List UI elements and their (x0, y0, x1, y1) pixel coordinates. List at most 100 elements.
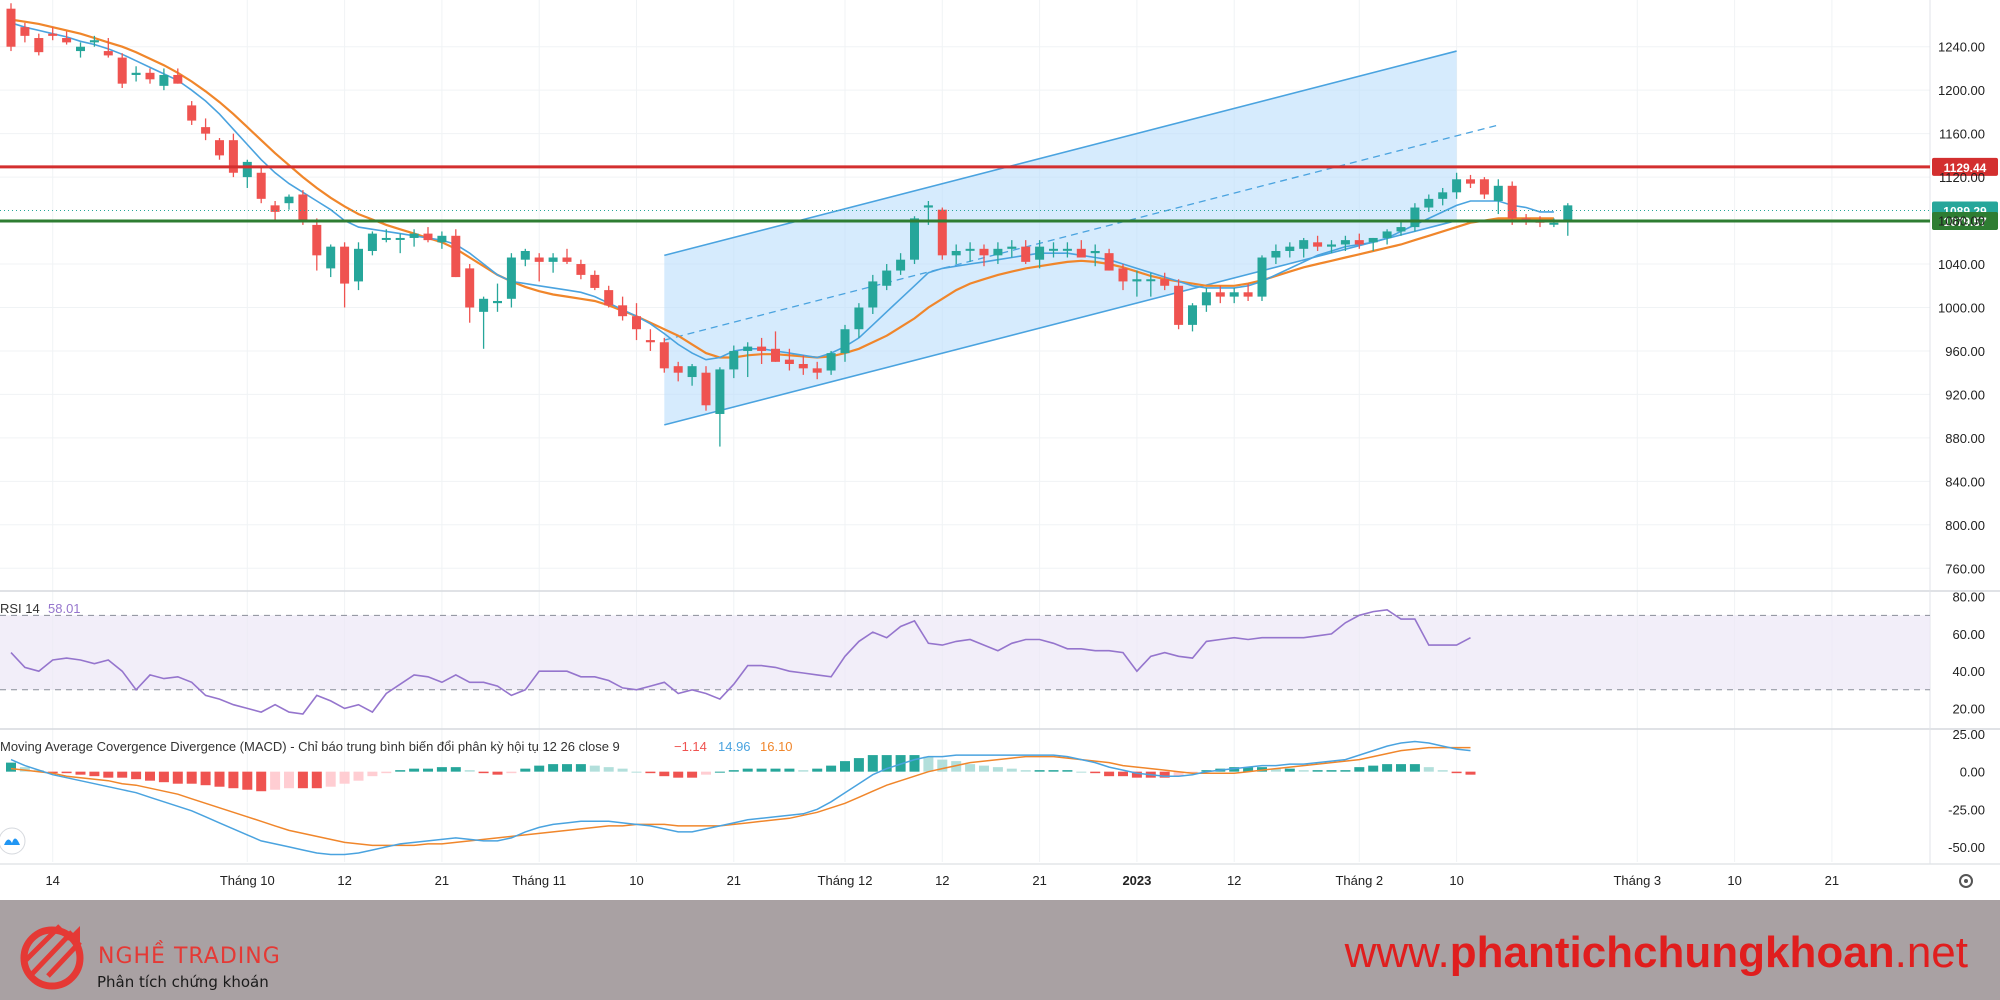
candle-body (1466, 179, 1475, 184)
macd-histogram-value: −1.14 (674, 739, 707, 754)
candle-body (1021, 246, 1031, 262)
candle-body (89, 40, 99, 43)
time-tick-label: Tháng 12 (818, 873, 873, 888)
candle-body (187, 105, 197, 121)
macd-histogram-bar (339, 771, 350, 784)
macd-histogram-bar (1187, 771, 1198, 774)
candle-body (854, 307, 864, 330)
macd-histogram-bar (367, 771, 378, 777)
candlesticks (6, 3, 1573, 447)
candle-body (840, 329, 850, 354)
macd-histogram-bar (1298, 770, 1309, 772)
price-tick-label: 760.00 (1945, 561, 1985, 576)
candle-body (340, 246, 350, 284)
candle-body (62, 38, 72, 43)
macd-histogram-bar (242, 771, 253, 790)
grid-lines (0, 0, 2000, 865)
macd-histogram-bar (1104, 771, 1115, 777)
candle-body (312, 224, 322, 256)
macd-histogram-bar (1048, 770, 1059, 772)
macd-histogram-bar (61, 771, 72, 774)
macd-histogram-bar (728, 770, 739, 772)
candle-body (1160, 279, 1170, 286)
macd-histogram-bar (492, 771, 503, 775)
candle-body (1313, 242, 1323, 247)
time-tick-label: 12 (935, 873, 949, 888)
macd-histogram-bar (784, 768, 795, 772)
price-tick-label: 1200.00 (1938, 83, 1985, 98)
macd-histogram-bar (1396, 764, 1406, 772)
macd-histogram-bar (534, 765, 545, 772)
macd-histogram-bar (867, 755, 878, 772)
candle-body (1340, 240, 1350, 245)
macd-histogram-bar (131, 771, 142, 780)
macd-histogram-bar (1423, 767, 1434, 772)
price-tick-label: 880.00 (1945, 431, 1985, 446)
candle-body (771, 348, 780, 362)
candle-body (506, 257, 516, 299)
macd-histogram-bar (1326, 770, 1337, 772)
rsi-tick-label: 40.00 (1952, 664, 1985, 679)
time-tick-label: Tháng 2 (1335, 873, 1383, 888)
candle-body (715, 369, 725, 414)
macd-histogram-bar (548, 764, 559, 772)
candle-body (1062, 248, 1072, 251)
time-tick-label: 12 (1227, 873, 1241, 888)
macd-histogram-bar (6, 762, 16, 772)
macd-histogram-bar (117, 771, 128, 778)
macd-histogram-bar (1451, 771, 1462, 774)
candle-body (1368, 237, 1378, 243)
candle-body (1271, 250, 1281, 258)
settings-gear-icon (1959, 874, 1973, 888)
candle-body (979, 248, 989, 256)
candle-body (937, 209, 947, 256)
macd-histogram-bar (158, 771, 169, 783)
price-tick-label: 920.00 (1945, 387, 1985, 402)
candle-body (103, 51, 113, 56)
candle-body (270, 205, 280, 212)
candle-body (1563, 205, 1573, 221)
macd-histogram-bar (562, 764, 572, 772)
support-price-tag (1932, 212, 1998, 231)
candle-body (1090, 250, 1100, 254)
macd-histogram-bar (1284, 768, 1295, 772)
macd-histogram-bar (450, 767, 461, 772)
candle-body (409, 233, 419, 238)
rsi-pane[interactable]: 20.00 40.00 60.00 80.00 RSI 14 58.01 (0, 590, 1985, 717)
candle-body (729, 350, 739, 370)
macd-histogram-bar (659, 771, 670, 777)
website-url[interactable]: www.phantichchungkhoan.net (1344, 928, 1968, 977)
macd-histogram-bar (965, 764, 976, 772)
candle-body (423, 233, 433, 241)
price-tick-label: 1000.00 (1938, 300, 1985, 315)
macd-histogram-bar (812, 768, 823, 772)
macd-histogram-bar (1006, 768, 1017, 772)
price-axis[interactable]: 760.00 800.00 840.00 880.00 920.00 960.00 1000… (1938, 40, 1985, 577)
rsi-line (10, 608, 1471, 715)
candle-body (1410, 207, 1420, 228)
macd-histogram-bar (1409, 764, 1420, 772)
candle-body (201, 127, 211, 134)
candle-body (993, 248, 1003, 256)
gear-hub (1964, 879, 1968, 883)
time-tick-label: 21 (727, 873, 741, 888)
candle-body (354, 248, 363, 282)
macd-histogram-bar (1312, 770, 1323, 772)
candle-body (826, 353, 836, 371)
candle-body (618, 305, 628, 317)
macd-histogram-bar (75, 771, 86, 775)
rsi-band-fill (0, 615, 1930, 690)
macd-histogram-bar (1465, 771, 1476, 775)
candle-body (256, 172, 266, 199)
rsi-tick-label: 20.00 (1952, 701, 1985, 716)
candle-body (1174, 285, 1184, 325)
candle-body (868, 281, 878, 308)
price-tick-label: 1160.00 (1939, 127, 1985, 142)
candle-body (534, 257, 544, 262)
rsi-value: 58.01 (48, 601, 81, 616)
macd-histogram-bar (617, 768, 628, 772)
macd-pane[interactable]: 25.00 0.00 -25.00 -50.00 Moving Average Cove… (0, 727, 1985, 856)
